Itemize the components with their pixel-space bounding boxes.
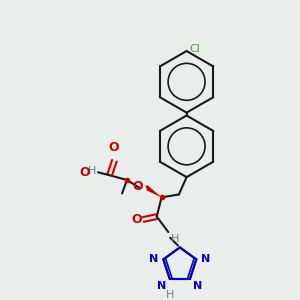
Text: Cl: Cl: [190, 44, 200, 54]
Polygon shape: [147, 185, 162, 197]
Text: N: N: [157, 281, 167, 292]
Text: H: H: [88, 167, 96, 176]
Text: H: H: [166, 290, 174, 300]
Text: O: O: [80, 166, 90, 179]
Text: O: O: [133, 180, 143, 193]
Text: N: N: [201, 254, 211, 264]
Text: O: O: [108, 141, 119, 154]
Text: N: N: [193, 281, 203, 292]
Polygon shape: [145, 185, 162, 197]
Text: N: N: [149, 254, 158, 264]
Text: O: O: [131, 213, 142, 226]
Text: H: H: [171, 234, 180, 244]
